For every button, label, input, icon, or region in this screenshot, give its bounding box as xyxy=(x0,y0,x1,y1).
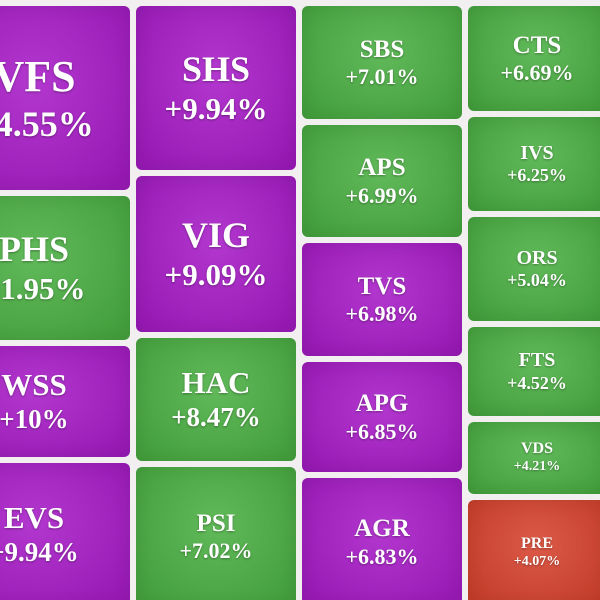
tile-change: +6.99% xyxy=(345,182,419,208)
tile-ticker: SBS xyxy=(359,35,405,63)
tile-change: +4.21% xyxy=(513,459,561,475)
tile-change: +6.85% xyxy=(345,418,419,444)
tile-ticker: WSS xyxy=(1,367,67,403)
heatmap-tile-agr[interactable]: AGR +6.83% xyxy=(302,478,462,600)
tile-ticker: IVS xyxy=(520,141,554,164)
heatmap-tile-tvs[interactable]: TVS +6.98% xyxy=(302,243,462,356)
tile-ticker: APS xyxy=(358,154,406,182)
heatmap-tile-cts[interactable]: CTS +6.69% xyxy=(468,6,600,111)
tile-ticker: AGR xyxy=(354,515,410,543)
heatmap-tile-wss[interactable]: WSS +10% xyxy=(0,346,130,457)
tile-ticker: PRE xyxy=(521,535,553,553)
heatmap-tile-ors[interactable]: ORS +5.04% xyxy=(468,217,600,321)
heatmap-tile-apg[interactable]: APG +6.85% xyxy=(302,362,462,472)
tile-ticker: PHS xyxy=(0,229,69,270)
tile-ticker: ORS xyxy=(516,246,558,269)
tile-change: +6.69% xyxy=(500,60,574,86)
tile-change: +4.52% xyxy=(507,372,567,393)
heatmap-tile-shs[interactable]: SHS +9.94% xyxy=(136,6,296,170)
tile-change: +5.04% xyxy=(507,270,567,291)
heatmap-tile-evs[interactable]: EVS +9.94% xyxy=(0,463,130,600)
tile-change: +6.25% xyxy=(507,165,567,186)
heatmap-tile-sbs[interactable]: SBS +7.01% xyxy=(302,6,462,119)
heatmap-tile-vig[interactable]: VIG +9.09% xyxy=(136,176,296,332)
tile-change: +10% xyxy=(0,403,69,434)
heatmap-tile-psi[interactable]: PSI +7.02% xyxy=(136,467,296,600)
tile-change: +9.09% xyxy=(164,256,268,292)
tile-change: +6.83% xyxy=(345,543,419,569)
heatmap-tile-vfs[interactable]: VFS +4.55% xyxy=(0,6,130,190)
tile-change: +1.95% xyxy=(0,270,86,306)
heatmap-tile-phs[interactable]: PHS +1.95% xyxy=(0,196,130,340)
heatmap-tile-aps[interactable]: APS +6.99% xyxy=(302,125,462,237)
heatmap-tile-hac[interactable]: HAC +8.47% xyxy=(136,338,296,461)
tile-ticker: FTS xyxy=(518,349,556,372)
tile-change: +8.47% xyxy=(171,401,261,432)
tile-ticker: VDS xyxy=(520,440,553,458)
tile-ticker: PSI xyxy=(196,509,236,537)
tile-change: +4.55% xyxy=(0,103,94,144)
tile-ticker: EVS xyxy=(3,500,65,536)
heatmap-tile-fts[interactable]: FTS +4.52% xyxy=(468,327,600,416)
tile-ticker: VFS xyxy=(0,51,76,101)
tile-change: +4.07% xyxy=(513,554,561,570)
tile-change: +7.01% xyxy=(345,64,419,90)
tile-ticker: VIG xyxy=(181,215,250,256)
tile-ticker: SHS xyxy=(181,49,251,90)
tile-ticker: CTS xyxy=(512,31,562,59)
tile-ticker: APG xyxy=(355,390,409,418)
tile-ticker: HAC xyxy=(181,365,251,401)
heatmap-tile-pre[interactable]: PRE +4.07% xyxy=(468,500,600,600)
tile-change: +6.98% xyxy=(345,301,419,327)
tile-change: +9.94% xyxy=(0,536,79,567)
tile-change: +7.02% xyxy=(179,538,253,564)
tile-ticker: TVS xyxy=(357,272,407,300)
heatmap-tile-ivs[interactable]: IVS +6.25% xyxy=(468,117,600,211)
tile-change: +9.94% xyxy=(164,90,268,126)
heatmap-tile-vds[interactable]: VDS +4.21% xyxy=(468,422,600,494)
